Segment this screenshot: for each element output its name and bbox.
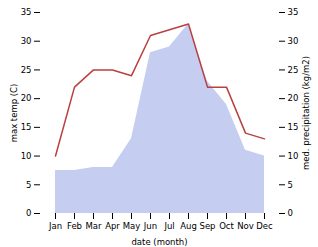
svg-text:Dec: Dec (256, 221, 273, 231)
svg-text:Jan: Jan (48, 221, 62, 231)
svg-text:35: 35 (21, 7, 32, 17)
svg-text:Nov: Nov (237, 221, 254, 231)
svg-text:15: 15 (21, 122, 32, 132)
svg-text:35: 35 (288, 7, 299, 17)
svg-text:Sep: Sep (199, 221, 215, 231)
svg-text:med. precipitation (kg/m2): med. precipitation (kg/m2) (301, 56, 311, 170)
svg-text:30: 30 (288, 36, 299, 46)
svg-text:Feb: Feb (67, 221, 82, 231)
svg-text:date (month): date (month) (131, 237, 187, 247)
svg-text:10: 10 (21, 151, 32, 161)
svg-text:Apr: Apr (105, 221, 120, 231)
svg-text:Mar: Mar (85, 221, 102, 231)
svg-text:20: 20 (21, 93, 32, 103)
svg-text:Jul: Jul (163, 221, 174, 231)
svg-text:May: May (123, 221, 141, 231)
svg-text:30: 30 (21, 36, 32, 46)
svg-text:5: 5 (26, 180, 31, 190)
svg-text:0: 0 (288, 208, 293, 218)
svg-text:Jun: Jun (143, 221, 157, 231)
svg-text:Oct: Oct (219, 221, 234, 231)
svg-text:10: 10 (288, 151, 299, 161)
svg-text:5: 5 (288, 180, 293, 190)
svg-text:20: 20 (288, 93, 299, 103)
svg-text:Aug: Aug (180, 221, 197, 231)
svg-text:0: 0 (26, 208, 31, 218)
svg-text:15: 15 (288, 122, 299, 132)
svg-text:25: 25 (21, 65, 32, 75)
svg-text:25: 25 (288, 65, 299, 75)
svg-text:max temp (C): max temp (C) (9, 84, 19, 143)
